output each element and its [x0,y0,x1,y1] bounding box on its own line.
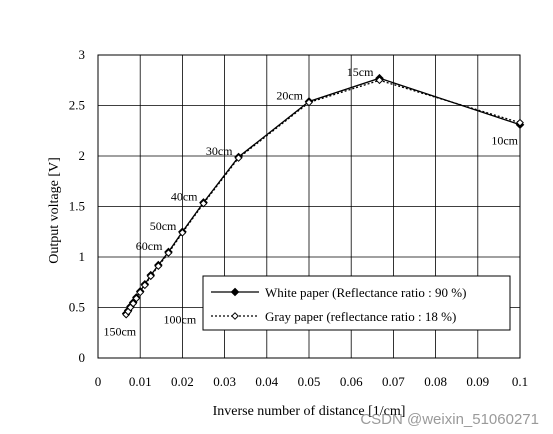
legend-box [202,275,511,331]
legend-label-gray-paper: Gray paper (reflectance ratio : 18 %) [265,309,456,324]
distance-label: 15cm [347,65,374,79]
data-point-marker [234,154,243,162]
series-line [125,79,521,315]
x-tick-label: 0.07 [382,374,405,389]
series-gray-paper [122,76,524,319]
data-point-marker [305,98,313,107]
data-point-marker [140,281,149,290]
x-tick-label: 0.03 [213,374,236,389]
x-axis-label: Inverse number of distance [1/cm] [213,404,406,419]
x-tick-label: 0.04 [255,374,278,389]
distance-label: 50cm [150,219,177,233]
x-tick-label: 0.08 [424,374,447,389]
y-tick-label: 3 [79,47,86,62]
legend-marker-white-paper [230,287,240,297]
x-tick-label: 0.06 [340,374,363,389]
data-point-marker [146,272,155,281]
distance-label: 20cm [276,88,303,102]
legend-marker-gray-paper [231,312,239,320]
y-axis-label: Output voltage [V] [47,157,62,264]
x-tick-label: 0 [95,374,102,389]
data-point-marker [154,262,163,270]
data-point-marker [375,76,384,85]
x-tick-label: 0.05 [298,374,321,389]
data-point-marker [199,199,208,208]
x-tick-label: 0.09 [466,374,489,389]
data-point-marker [164,249,173,257]
distance-label: 30cm [206,144,233,158]
y-tick-label: 1 [79,249,86,264]
data-point-marker [129,299,138,308]
legend-label-white-paper: White paper (Reflectance ratio : 90 %) [265,285,466,300]
data-point-marker [178,228,187,237]
x-tick-label: 0.01 [129,374,152,389]
watermark: CSDN @weixin_51060271 [360,411,539,428]
distance-label: 40cm [171,189,198,203]
y-tick-label: 2.5 [69,98,85,113]
legend: White paper (Reflectance ratio : 90 %) G… [202,275,511,331]
plot-area [97,54,521,359]
distance-label: 10cm [491,134,518,148]
data-point-marker [136,288,145,297]
y-tick-label: 2 [79,148,86,163]
y-axis-ticks: 0 0.5 1 1.5 2 2.5 3 [69,47,85,365]
y-tick-label: 1.5 [69,199,85,214]
y-tick-label: 0 [79,350,86,365]
x-tick-label: 0.02 [171,374,194,389]
x-tick-label: 0.1 [512,374,528,389]
distance-label: 60cm [136,239,163,253]
x-axis-ticks: 0 0.01 0.02 0.03 0.04 0.05 0.06 0.07 0.08 0.09 0.1 [95,374,528,389]
series-layer [121,73,525,319]
data-point-marker [132,294,141,303]
distance-label: 150cm [103,325,136,339]
y-tick-label: 0.5 [69,300,85,315]
distance-annotations: 150cm 100cm 60cm 50cm 40cm 30cm 20cm 15cm 10cm [103,65,518,338]
distance-label: 100cm [164,312,197,326]
data-point-marker [516,118,524,127]
